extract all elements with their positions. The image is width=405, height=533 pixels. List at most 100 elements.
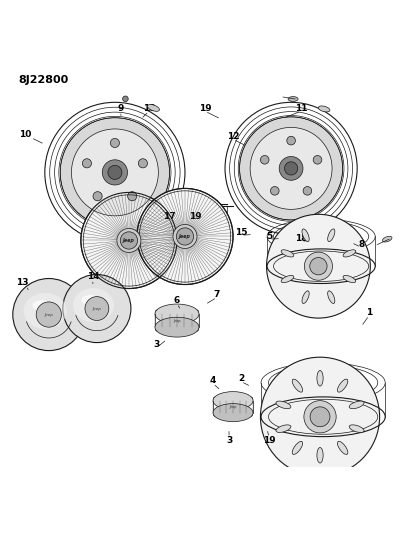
Ellipse shape: [348, 425, 363, 432]
Circle shape: [249, 127, 331, 209]
Circle shape: [303, 401, 335, 433]
Ellipse shape: [155, 317, 198, 337]
Ellipse shape: [301, 229, 309, 241]
Ellipse shape: [292, 379, 302, 392]
Ellipse shape: [32, 300, 51, 311]
Circle shape: [138, 159, 147, 168]
Circle shape: [102, 160, 127, 185]
Text: 17: 17: [162, 212, 175, 221]
Ellipse shape: [337, 379, 347, 392]
Ellipse shape: [73, 288, 114, 322]
Text: 19: 19: [188, 212, 201, 221]
Text: 16: 16: [130, 200, 143, 209]
Circle shape: [303, 187, 311, 195]
Ellipse shape: [213, 392, 252, 410]
Ellipse shape: [189, 322, 198, 332]
Text: 19: 19: [198, 104, 211, 113]
Ellipse shape: [147, 104, 159, 111]
Text: 8: 8: [357, 240, 363, 249]
Ellipse shape: [382, 236, 391, 242]
Text: 13: 13: [16, 278, 28, 287]
Ellipse shape: [327, 291, 334, 303]
Text: 18: 18: [142, 104, 155, 113]
Ellipse shape: [342, 250, 355, 257]
Circle shape: [110, 139, 119, 148]
Circle shape: [309, 407, 329, 427]
Circle shape: [82, 159, 91, 168]
Ellipse shape: [155, 310, 164, 319]
Text: 9: 9: [117, 104, 124, 113]
Circle shape: [270, 187, 278, 195]
Ellipse shape: [292, 441, 302, 455]
Ellipse shape: [288, 96, 297, 101]
Text: Jeep: Jeep: [173, 319, 180, 322]
Circle shape: [173, 224, 196, 248]
Circle shape: [176, 228, 193, 245]
Text: 19: 19: [262, 436, 275, 445]
Circle shape: [36, 302, 61, 327]
Text: 2: 2: [237, 374, 243, 383]
Circle shape: [13, 279, 85, 351]
Ellipse shape: [213, 397, 221, 405]
Text: 1: 1: [365, 308, 371, 317]
Circle shape: [60, 118, 169, 227]
Ellipse shape: [337, 441, 347, 455]
Text: Jeep: Jeep: [123, 238, 134, 243]
Circle shape: [122, 96, 128, 102]
Circle shape: [120, 232, 137, 249]
Ellipse shape: [327, 229, 334, 241]
Circle shape: [93, 192, 102, 201]
Circle shape: [117, 229, 141, 253]
Circle shape: [284, 162, 297, 175]
Circle shape: [260, 156, 269, 164]
Ellipse shape: [275, 425, 290, 432]
Circle shape: [81, 192, 177, 288]
Ellipse shape: [155, 304, 198, 324]
Ellipse shape: [213, 403, 252, 422]
Text: 11: 11: [294, 104, 307, 113]
Text: 7: 7: [213, 290, 220, 299]
Circle shape: [312, 156, 321, 164]
Text: 8J22800: 8J22800: [19, 75, 69, 85]
Ellipse shape: [81, 295, 98, 305]
Text: 15: 15: [234, 228, 247, 237]
Text: 5: 5: [265, 232, 271, 241]
Text: 3: 3: [225, 436, 232, 445]
Circle shape: [304, 252, 332, 280]
Ellipse shape: [298, 474, 309, 480]
Circle shape: [286, 136, 295, 145]
Ellipse shape: [280, 276, 293, 282]
Circle shape: [108, 165, 122, 180]
Ellipse shape: [23, 293, 67, 329]
Text: Jeep: Jeep: [44, 312, 53, 317]
Circle shape: [266, 214, 369, 318]
Ellipse shape: [318, 106, 329, 112]
Circle shape: [71, 129, 158, 216]
Ellipse shape: [348, 401, 363, 409]
Circle shape: [85, 297, 109, 320]
Ellipse shape: [275, 401, 290, 409]
Ellipse shape: [189, 310, 198, 319]
Circle shape: [239, 117, 342, 220]
Ellipse shape: [244, 408, 252, 416]
Circle shape: [63, 274, 130, 343]
Text: 18: 18: [294, 234, 307, 243]
Ellipse shape: [280, 250, 293, 257]
Ellipse shape: [244, 397, 252, 405]
Ellipse shape: [301, 291, 309, 303]
Text: Jeep: Jeep: [179, 234, 190, 239]
Text: 4: 4: [209, 376, 216, 385]
Text: 6: 6: [173, 296, 180, 305]
Ellipse shape: [155, 322, 164, 332]
Circle shape: [279, 157, 302, 180]
Circle shape: [309, 257, 326, 275]
Ellipse shape: [213, 408, 221, 416]
Text: Jeep: Jeep: [92, 306, 101, 311]
Text: Jeep: Jeep: [229, 405, 236, 409]
Text: 3: 3: [153, 340, 160, 349]
Circle shape: [260, 357, 379, 477]
Text: 10: 10: [19, 130, 31, 139]
Ellipse shape: [316, 370, 322, 386]
Circle shape: [136, 188, 232, 285]
Circle shape: [127, 192, 136, 201]
